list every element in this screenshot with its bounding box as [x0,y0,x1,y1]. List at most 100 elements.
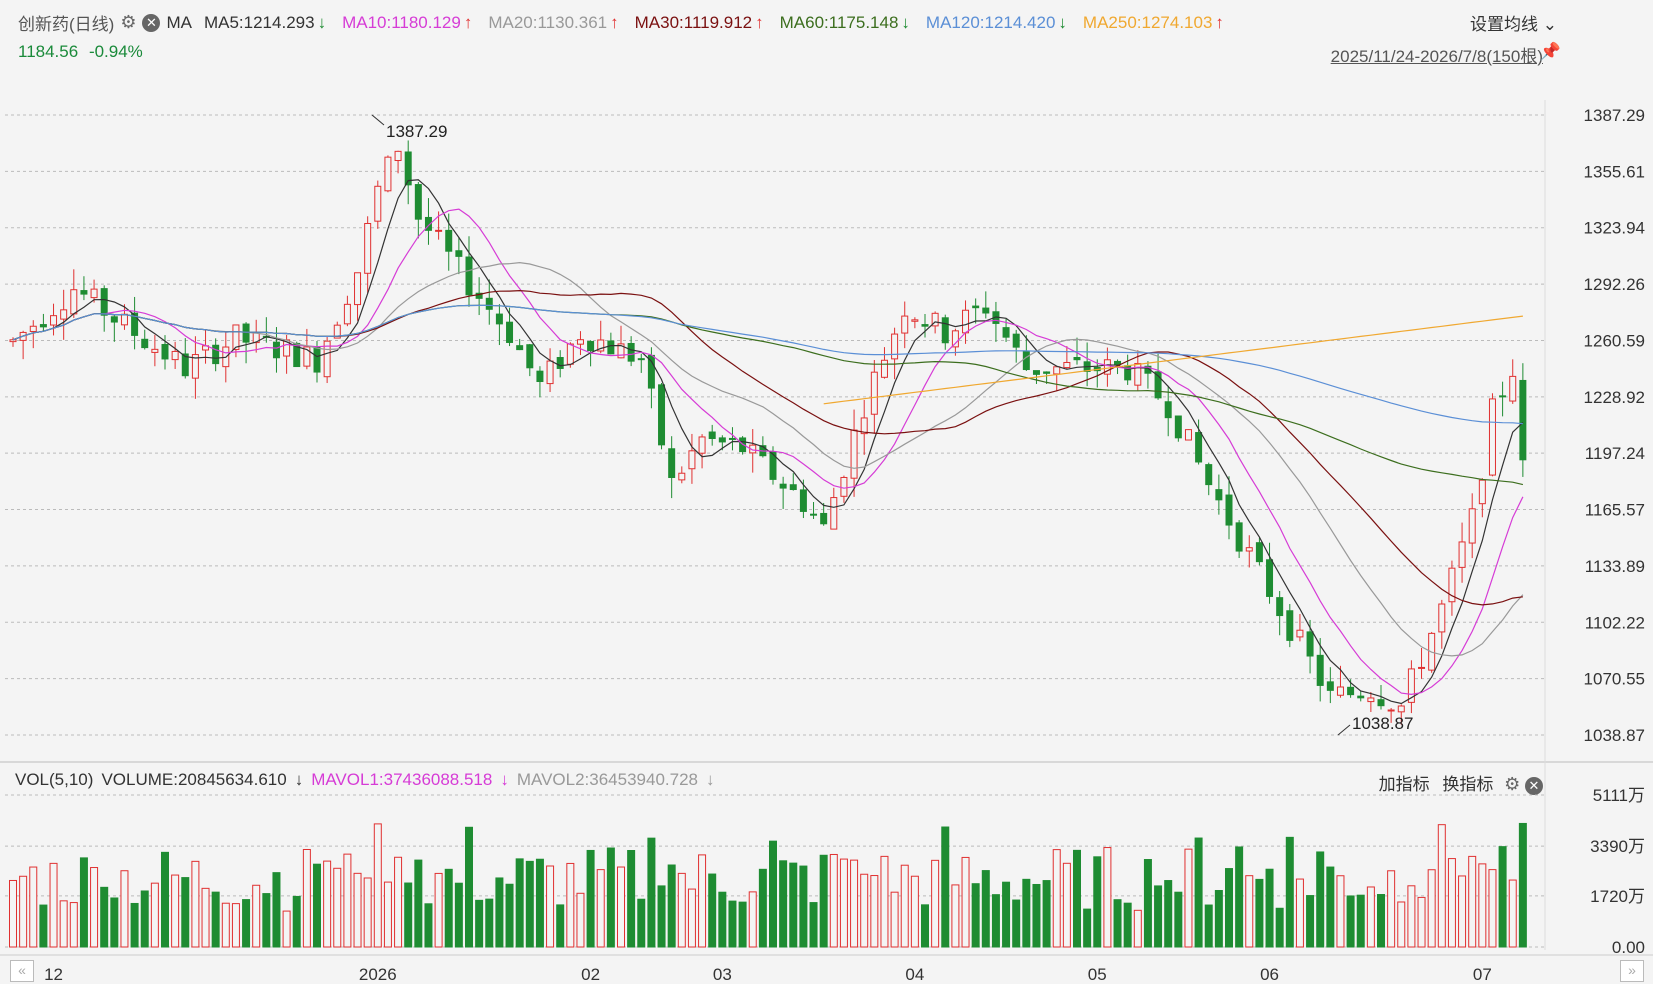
scroll-left-button[interactable]: « [10,960,34,982]
candle-body [39,324,47,328]
volume-bar [1295,878,1304,948]
volume-bar [1488,869,1497,948]
scroll-right-button[interactable]: » [1620,960,1644,982]
candle-body [50,315,58,326]
volume-bar [221,902,230,948]
volume-bar [1204,904,1213,948]
volume-bar [495,877,504,948]
close-icon[interactable]: ✕ [142,13,161,32]
volume-bar [1245,875,1254,948]
volume-bar [90,867,99,948]
pin-icon[interactable]: 📌 [1539,42,1561,61]
switch-indicator-button[interactable]: 换指标 [1442,775,1494,794]
candle-body [850,429,858,479]
down-arrow-icon: ↓ [317,12,327,32]
ma-settings-button[interactable]: 设置均线 ⌄ [1470,10,1557,35]
x-tick-label: 05 [1088,965,1107,984]
volume-bar [910,875,919,948]
extreme-label: 1038.87 [1352,714,1413,733]
volume-bar [475,899,484,948]
volume-bar [1083,908,1092,948]
candle-body [566,343,574,365]
volume-bar [687,888,696,948]
close-icon[interactable]: ✕ [1525,776,1543,795]
candle-body [445,229,453,252]
candle-body [1347,686,1355,696]
volume-tick-label: 0.00 [1612,938,1645,957]
volume-bar [69,902,78,948]
date-range-label[interactable]: 2025/11/24-2026/7/8(150根) [1330,47,1543,66]
volume-bar [779,860,788,948]
volume-bar [961,856,970,948]
up-arrow-icon: ↑ [463,12,473,32]
volume-bar [738,901,747,948]
candle-body [333,324,341,339]
annotation-arrow [1337,724,1351,736]
candle-body [120,313,128,326]
candle-body [1053,366,1061,375]
x-tick-label: 07 [1473,965,1492,984]
volume-bar [515,858,524,948]
gear-icon[interactable]: ⚙ [1504,774,1521,794]
candle-body [789,484,797,491]
volume-bar [262,893,271,948]
candle-body [506,321,514,343]
volume-bar [1133,909,1142,948]
candle-body [404,151,412,186]
volume-bar [1032,883,1041,948]
candle-body [1154,371,1162,399]
ma-legend: MA5:1214.293 ↓ MA10:1180.129 ↑ MA20:1130.361… [204,13,1240,33]
price-tick-label: 1228.92 [1584,388,1645,407]
volume-bar [1356,894,1365,948]
candle-body [931,312,939,327]
volume-bar [414,859,423,948]
candle-body [181,353,189,377]
candle-body [962,309,970,334]
candle-body [272,341,280,359]
ma-legend-item: MA20:1130.361 ↑ [488,12,619,32]
candle-body [1276,597,1284,617]
volume-bar [19,875,28,948]
candle-body [435,229,443,232]
volume-bar [850,859,859,948]
volume-bar [302,848,311,948]
volume-bar [383,881,392,948]
volume-bar [1518,822,1527,948]
volume-bar [1387,870,1396,948]
candle-body [1012,333,1020,348]
candle-body [323,340,331,378]
candle-body [951,330,959,348]
volume-bar [1042,880,1051,948]
volume-bar [1397,901,1406,948]
volume-bar [1336,875,1345,948]
volume-bar [181,877,190,948]
candle-body [1377,699,1385,707]
x-tick-label: 04 [905,965,924,984]
volume-bar [171,874,180,948]
candle-body [1407,668,1415,703]
candle-body [232,324,240,351]
volume-bar [728,900,737,948]
volume-bar [1285,836,1294,948]
volume-bar [1437,824,1446,948]
volume-bar [900,864,909,948]
ma-legend-item: MA250:1274.103 ↑ [1082,12,1224,32]
candle-body [658,384,666,446]
volume-bar [444,868,453,948]
ma-line [12,208,1524,696]
chevron-down-icon: ⌄ [1542,15,1557,34]
volume-bar [1012,899,1021,948]
candle-body [1002,327,1010,338]
add-indicator-button[interactable]: 加指标 [1378,775,1430,794]
x-tick-label: 2026 [359,965,397,984]
price-tick-label: 1197.24 [1585,444,1645,463]
candle-body [718,437,726,443]
x-tick-label: 06 [1260,965,1279,984]
price-tick-label: 1260.59 [1584,331,1645,350]
volume-bar [211,891,220,948]
gear-icon[interactable]: ⚙ [120,12,137,32]
candle-body [1296,629,1304,638]
candle-body [1438,603,1446,633]
volume-bar [637,898,646,948]
